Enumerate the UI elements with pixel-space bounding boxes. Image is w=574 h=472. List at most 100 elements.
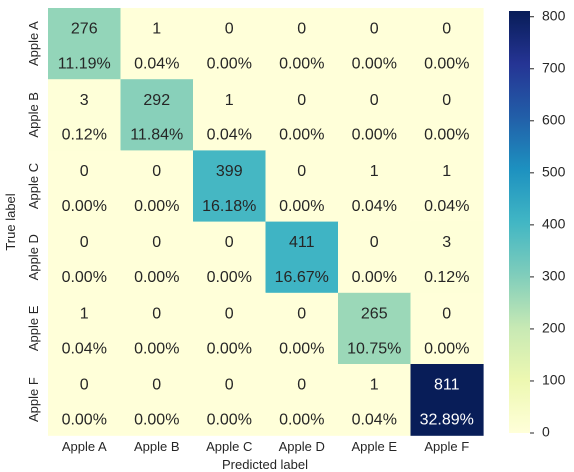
y-axis-label: True label bbox=[3, 193, 18, 250]
cell-count: 1 bbox=[442, 163, 451, 180]
cell-percentage: 0.00% bbox=[207, 411, 252, 428]
colorbar-tick-label: 300 bbox=[542, 268, 566, 284]
cell-percentage: 11.84% bbox=[130, 127, 183, 144]
cell-percentage: 32.89% bbox=[420, 411, 474, 428]
cell-count: 0 bbox=[225, 21, 234, 38]
cell-count: 0 bbox=[442, 92, 451, 109]
cell-count: 1 bbox=[80, 305, 89, 322]
cell-count: 276 bbox=[71, 21, 98, 38]
cell-count: 399 bbox=[216, 163, 243, 180]
cell-count: 0 bbox=[370, 21, 379, 38]
cell-count: 411 bbox=[289, 234, 315, 251]
x-tick-label: Apple C bbox=[206, 439, 252, 454]
cell-count: 1 bbox=[370, 377, 379, 394]
colorbar-tick-label: 400 bbox=[542, 216, 566, 232]
cell-count: 0 bbox=[152, 234, 161, 251]
cell-percentage: 11.19% bbox=[58, 55, 111, 72]
cell-percentage: 0.00% bbox=[279, 127, 324, 144]
cell-count: 0 bbox=[370, 234, 379, 251]
heatmap-cells bbox=[48, 8, 484, 436]
cell-percentage: 16.18% bbox=[202, 198, 256, 215]
cell-percentage: 0.12% bbox=[424, 269, 469, 286]
cell-count: 0 bbox=[152, 163, 161, 180]
cell-percentage: 16.67% bbox=[275, 269, 329, 286]
cell-percentage: 0.00% bbox=[207, 340, 252, 357]
colorbar-tick-label: 200 bbox=[542, 320, 566, 336]
cell-count: 3 bbox=[80, 92, 89, 109]
colorbar-tick-label: 500 bbox=[542, 164, 566, 180]
y-tick-label: Apple D bbox=[26, 234, 41, 280]
cell-count: 0 bbox=[225, 305, 234, 322]
x-axis-label: Predicted label bbox=[222, 457, 308, 472]
colorbar-tick-label: 700 bbox=[542, 59, 566, 75]
cell-percentage: 0.00% bbox=[62, 269, 107, 286]
cell-count: 1 bbox=[225, 92, 234, 109]
cell-count: 292 bbox=[143, 92, 170, 109]
cell-count: 3 bbox=[442, 234, 451, 251]
cell-count: 265 bbox=[361, 305, 388, 322]
cell-count: 0 bbox=[80, 234, 89, 251]
y-tick-label: Apple A bbox=[26, 21, 41, 66]
cell-percentage: 0.00% bbox=[424, 55, 469, 72]
cell-count: 0 bbox=[297, 377, 306, 394]
x-tick-label: Apple E bbox=[351, 439, 397, 454]
x-tick-label: Apple F bbox=[424, 439, 469, 454]
y-tick-label: Apple F bbox=[26, 377, 41, 422]
cell-percentage: 0.04% bbox=[352, 411, 397, 428]
cell-count: 0 bbox=[442, 21, 451, 38]
cell-count: 1 bbox=[370, 163, 379, 180]
cell-percentage: 0.00% bbox=[424, 127, 469, 144]
y-tick-label: Apple E bbox=[26, 305, 41, 351]
cell-percentage: 0.04% bbox=[207, 127, 252, 144]
cell-percentage: 0.00% bbox=[352, 55, 397, 72]
cell-count: 0 bbox=[297, 21, 306, 38]
cell-count: 0 bbox=[297, 305, 306, 322]
cell-percentage: 0.12% bbox=[62, 127, 107, 144]
colorbar-tick-label: 600 bbox=[542, 111, 566, 127]
cell-count: 0 bbox=[297, 92, 306, 109]
colorbar-tick-label: 800 bbox=[542, 7, 566, 23]
cell-percentage: 0.00% bbox=[207, 269, 252, 286]
x-tick-label: Apple A bbox=[62, 439, 107, 454]
cell-count: 0 bbox=[152, 305, 161, 322]
cell-percentage: 0.00% bbox=[62, 198, 107, 215]
cell-percentage: 10.75% bbox=[347, 340, 401, 357]
cell-count: 0 bbox=[152, 377, 161, 394]
cell-percentage: 0.00% bbox=[207, 55, 252, 72]
x-tick-label: Apple B bbox=[134, 439, 180, 454]
cell-percentage: 0.00% bbox=[134, 340, 179, 357]
y-axis-ticks: Apple A Apple B Apple C Apple D Apple E Apple… bbox=[26, 21, 41, 422]
cell-percentage: 0.04% bbox=[352, 198, 397, 215]
x-axis-ticks: Apple A Apple B Apple C Apple D Apple E Apple… bbox=[62, 439, 469, 454]
x-tick-label: Apple D bbox=[279, 439, 325, 454]
colorbar-tick-label: 0 bbox=[542, 424, 550, 440]
cell-percentage: 0.00% bbox=[134, 198, 179, 215]
cell-percentage: 0.00% bbox=[134, 269, 179, 286]
cell-count: 0 bbox=[370, 92, 379, 109]
cell-percentage: 0.00% bbox=[279, 340, 324, 357]
cell-count: 0 bbox=[225, 234, 234, 251]
cell-count: 0 bbox=[80, 377, 89, 394]
cell-percentage: 0.00% bbox=[352, 269, 397, 286]
cell-percentage: 0.00% bbox=[62, 411, 107, 428]
cell-percentage: 0.00% bbox=[279, 411, 324, 428]
cell-percentage: 0.00% bbox=[279, 55, 324, 72]
y-tick-label: Apple B bbox=[26, 92, 41, 138]
cell-count: 0 bbox=[225, 377, 234, 394]
cell-percentage: 0.00% bbox=[279, 198, 324, 215]
cell-percentage: 0.00% bbox=[424, 340, 469, 357]
colorbar-ticks: 0 100 200 300 400 500 600 700 800 bbox=[530, 7, 566, 439]
cell-percentage: 0.00% bbox=[352, 127, 397, 144]
cell-percentage: 0.04% bbox=[62, 340, 107, 357]
cell-count: 0 bbox=[80, 163, 89, 180]
cell-percentage: 0.00% bbox=[134, 411, 179, 428]
y-tick-label: Apple C bbox=[26, 163, 41, 209]
cell-count: 0 bbox=[297, 163, 306, 180]
colorbar-tick-label: 100 bbox=[542, 372, 566, 388]
colorbar bbox=[509, 11, 530, 433]
cell-count: 1 bbox=[152, 21, 161, 38]
cell-count: 811 bbox=[434, 377, 460, 394]
cell-percentage: 0.04% bbox=[134, 55, 179, 72]
cell-percentage: 0.04% bbox=[424, 198, 469, 215]
